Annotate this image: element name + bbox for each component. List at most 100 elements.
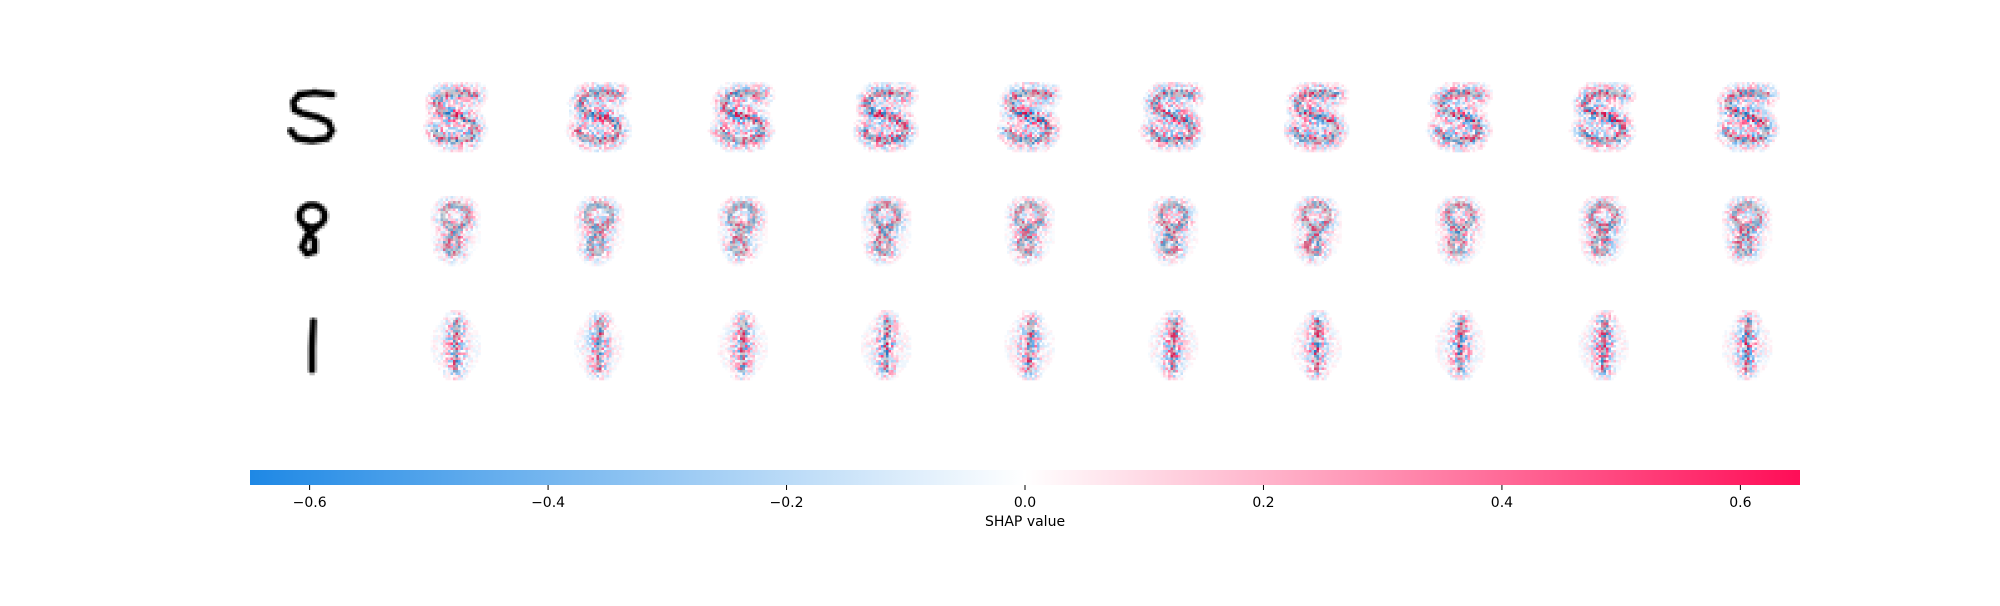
shap-pixel <box>727 99 731 103</box>
shap-pixel <box>1145 92 1149 95</box>
digit-overlay-pixel <box>866 97 869 100</box>
shap-pixel <box>1002 107 1005 110</box>
shap-pixel <box>1024 89 1028 93</box>
shap-pixel <box>574 144 577 148</box>
digit-overlay-pixel <box>757 92 761 95</box>
digit-overlay-pixel <box>722 129 726 133</box>
shap-pixel <box>445 127 449 130</box>
shap-pixel <box>435 144 439 148</box>
digit-overlay-pixel <box>1024 112 1028 115</box>
shap-pixel <box>868 134 872 138</box>
shap-pixel <box>428 137 431 140</box>
shap-pixel <box>1188 117 1191 120</box>
shap-pixel <box>1155 84 1159 88</box>
shap-pixel <box>891 82 894 85</box>
shap-pixel <box>1017 84 1020 88</box>
shap-pixel <box>1047 114 1050 118</box>
shap-pixel <box>591 97 595 100</box>
shap-pixel <box>1163 129 1166 133</box>
shap-pixel <box>908 132 912 135</box>
shap-pixel <box>760 144 763 148</box>
shap-pixel <box>1017 132 1020 135</box>
shap-pixel <box>727 109 731 113</box>
shap-pixel <box>1014 142 1018 145</box>
digit-overlay-pixel <box>1168 142 1171 145</box>
shap-pixel <box>443 97 446 100</box>
digit-overlay-pixel <box>896 89 899 93</box>
digit-overlay-pixel <box>1170 92 1174 95</box>
digit-overlay-pixel <box>468 137 471 140</box>
shap-pixel <box>742 109 746 113</box>
shap-pixel <box>1032 102 1035 105</box>
digit-overlay-pixel <box>1014 134 1018 138</box>
shap-pixel <box>881 142 884 145</box>
shap-pixel <box>1163 132 1166 135</box>
shap-pixel <box>480 127 484 130</box>
shap-pixel <box>1173 129 1176 133</box>
shap-pixel <box>1044 132 1048 135</box>
shap-pixel <box>901 117 904 120</box>
digit-overlay-pixel <box>581 107 585 110</box>
shap-pixel <box>1037 117 1040 120</box>
shap-pixel <box>760 82 763 85</box>
input-pixel <box>332 132 335 135</box>
shap-pixel <box>883 102 887 105</box>
shap-pixel <box>483 102 486 105</box>
shap-pixel <box>1153 132 1156 135</box>
shap-pixel <box>886 134 889 138</box>
digit-overlay-pixel <box>881 114 884 118</box>
shap-pixel <box>448 147 451 150</box>
shap-pixel <box>438 137 441 140</box>
shap-pixel <box>1158 142 1161 145</box>
shap-pixel <box>735 142 738 145</box>
shap-pixel <box>428 124 431 128</box>
shap-pixel <box>888 139 892 143</box>
shap-pixel <box>614 82 617 85</box>
digit-overlay-pixel <box>435 99 439 103</box>
digit-overlay-pixel <box>616 92 620 95</box>
digit-overlay-pixel <box>1165 89 1169 93</box>
shap-pixel <box>596 147 600 150</box>
shap-pixel <box>453 87 456 90</box>
input-pixel <box>314 139 318 143</box>
shap-pixel <box>589 134 592 138</box>
shap-pixel <box>1044 84 1048 88</box>
shap-pixel <box>916 92 919 95</box>
digit-overlay-pixel <box>1034 119 1038 123</box>
shap-pixel <box>616 144 620 148</box>
digit-overlay-pixel <box>453 142 456 145</box>
shap-pixel <box>871 142 874 145</box>
shap-pixel <box>475 127 479 130</box>
shap-pixel <box>720 127 723 130</box>
shap-pixel <box>886 84 889 88</box>
shap-pixel <box>576 107 580 110</box>
shap-pixel <box>1188 119 1191 123</box>
digit-overlay-pixel <box>1153 99 1156 103</box>
digit-overlay-pixel <box>720 102 723 105</box>
digit-overlay-pixel <box>475 127 479 130</box>
shap-pixel <box>911 142 914 145</box>
shap-pixel <box>1155 132 1159 135</box>
shap-pixel <box>876 149 879 153</box>
shap-pixel <box>906 134 909 138</box>
shap-pixel <box>1007 89 1010 93</box>
shap-pixel <box>1195 119 1199 123</box>
input-pixel <box>309 112 313 115</box>
shap-pixel <box>574 134 577 138</box>
shap-pixel <box>574 89 577 93</box>
shap-pixel <box>430 92 434 95</box>
digit-overlay-pixel <box>473 137 476 140</box>
shap-pixel <box>896 122 899 125</box>
shap-pixel <box>881 117 884 120</box>
shap-pixel <box>861 99 864 103</box>
digit-overlay-pixel <box>453 114 456 118</box>
shap-pixel <box>1168 82 1171 85</box>
digit-overlay-pixel <box>901 139 904 143</box>
shap-pixel <box>1027 149 1030 153</box>
shap-pixel <box>450 149 454 153</box>
shap-pixel <box>609 127 612 130</box>
shap-pixel <box>458 147 461 150</box>
shap-pixel <box>581 139 585 143</box>
shap-pixel <box>1039 142 1043 145</box>
shap-pixel <box>1163 92 1166 95</box>
